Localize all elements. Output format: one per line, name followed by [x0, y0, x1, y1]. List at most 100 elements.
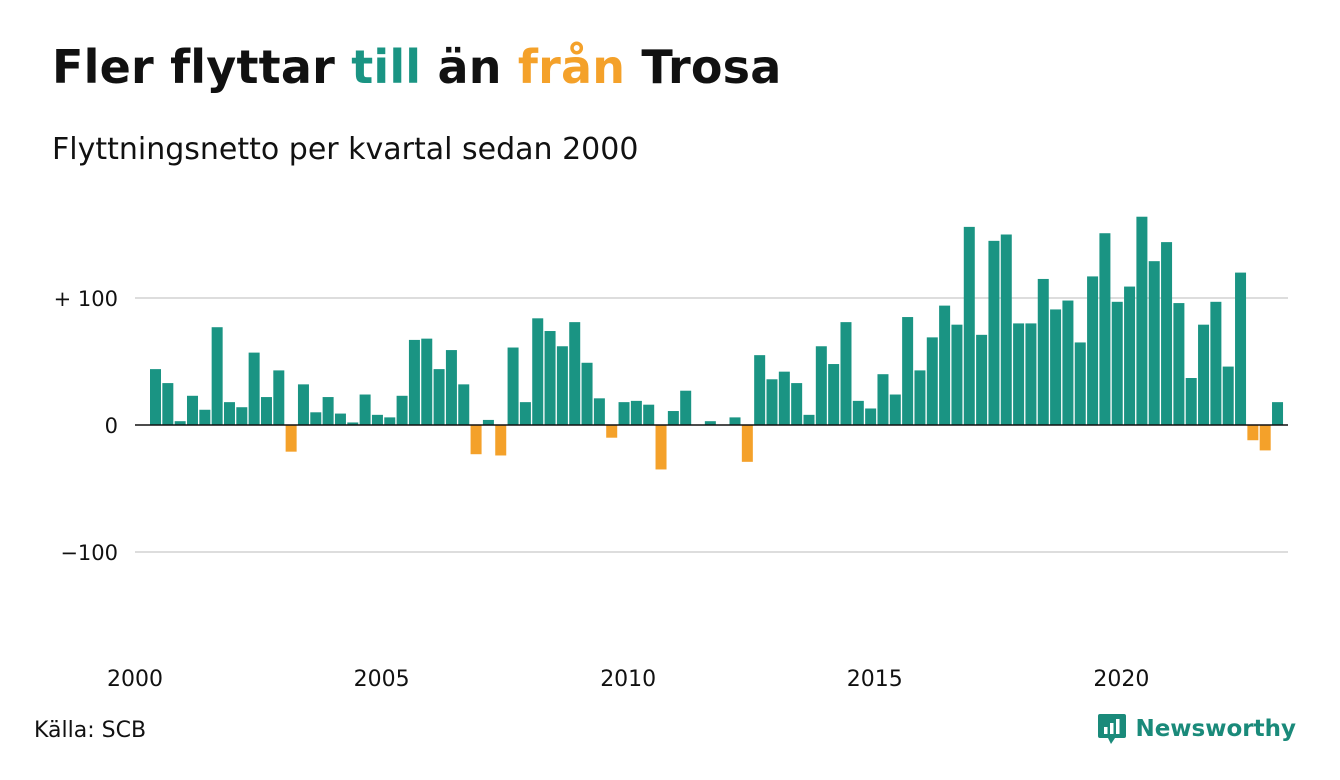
bar: [1000, 234, 1012, 425]
bar: [1087, 276, 1099, 425]
bar: [162, 383, 174, 425]
bar: [470, 425, 482, 455]
y-tick-label: 0: [105, 414, 118, 438]
bar: [445, 350, 457, 425]
bar: [1185, 378, 1197, 425]
bar: [297, 384, 309, 425]
title-part-1: Fler flyttar: [52, 40, 352, 94]
bar: [741, 425, 753, 462]
bar: [199, 409, 211, 425]
chart-subtitle: Flyttningsnetto per kvartal sedan 2000: [52, 132, 639, 167]
bar: [1161, 242, 1173, 425]
bar: [828, 364, 840, 425]
bar: [1247, 425, 1259, 441]
bar: [544, 331, 556, 425]
bar: [889, 394, 901, 425]
bar: [1136, 216, 1148, 425]
bar: [1037, 278, 1049, 425]
bar: [1222, 366, 1234, 425]
x-tick-label: 2015: [847, 667, 903, 692]
x-tick-label: 2005: [354, 667, 410, 692]
bar: [803, 414, 815, 425]
bar: [926, 337, 938, 425]
bar: [963, 226, 975, 425]
bar: [791, 383, 803, 425]
bar: [1124, 286, 1136, 425]
title-part-5: Trosa: [625, 40, 782, 94]
bar: [556, 346, 568, 425]
x-tick-label: 2000: [107, 667, 163, 692]
bar: [1074, 342, 1086, 425]
bar: [951, 324, 963, 425]
bar: [630, 400, 642, 425]
brand-name: Newsworthy: [1135, 716, 1296, 742]
bar: [408, 339, 420, 425]
bar: [865, 408, 877, 425]
bar: [458, 384, 470, 425]
title-highlight-fran: från: [517, 40, 626, 94]
bar: [840, 322, 852, 425]
bar: [248, 352, 260, 425]
bar: [396, 395, 408, 425]
title-highlight-till: till: [351, 40, 422, 94]
bar-chart: + 100 0 −100 2000 2005 2010 2015 2020: [54, 216, 1288, 692]
bar: [371, 414, 383, 425]
bar: [421, 338, 433, 425]
bar: [704, 421, 716, 425]
bar: [729, 417, 741, 425]
bar: [310, 412, 322, 425]
bar: [260, 397, 272, 425]
bar: [359, 394, 371, 425]
bar: [643, 404, 655, 425]
bar: [939, 305, 951, 425]
bar: [593, 398, 605, 425]
bar: [581, 362, 593, 425]
bar: [211, 327, 223, 425]
bar: [150, 369, 161, 425]
bar: [1111, 301, 1123, 425]
bar: [1148, 261, 1160, 425]
bar: [433, 369, 445, 425]
bar: [223, 402, 235, 425]
bar: [1272, 402, 1284, 425]
bar: [902, 317, 914, 425]
bar: [1013, 323, 1025, 425]
bar: [322, 397, 334, 425]
bar: [285, 425, 297, 452]
bar: [1259, 425, 1271, 451]
bar: [655, 425, 667, 470]
bar: [680, 390, 692, 425]
bar: [914, 370, 926, 425]
bar: [1062, 300, 1074, 425]
y-tick-label: −100: [60, 541, 118, 565]
bar: [532, 318, 544, 425]
bar: [852, 400, 864, 425]
bar: [754, 355, 766, 425]
bar: [667, 411, 679, 425]
bar: [1235, 272, 1247, 425]
bar: [815, 346, 827, 425]
bar: [1210, 301, 1222, 425]
bar: [1050, 309, 1062, 425]
bar: [384, 417, 396, 425]
bar: [1025, 323, 1037, 425]
title-part-3: än: [421, 40, 518, 94]
bar: [606, 425, 618, 438]
bar: [495, 425, 507, 456]
bar: [778, 371, 790, 425]
bar: [877, 374, 889, 425]
bar: [186, 395, 198, 425]
bar: [618, 402, 630, 425]
bar: [1173, 303, 1185, 425]
x-tick-label: 2020: [1093, 667, 1149, 692]
bar: [482, 419, 494, 425]
bar: [334, 413, 346, 425]
y-tick-label: + 100: [54, 287, 118, 311]
brand: Newsworthy: [1097, 712, 1296, 746]
source-note: Källa: SCB: [34, 718, 147, 743]
bar: [988, 240, 1000, 425]
bar: [236, 407, 248, 425]
bar: [273, 370, 285, 425]
bar: [507, 347, 519, 425]
newsworthy-logo-icon: [1098, 714, 1127, 744]
